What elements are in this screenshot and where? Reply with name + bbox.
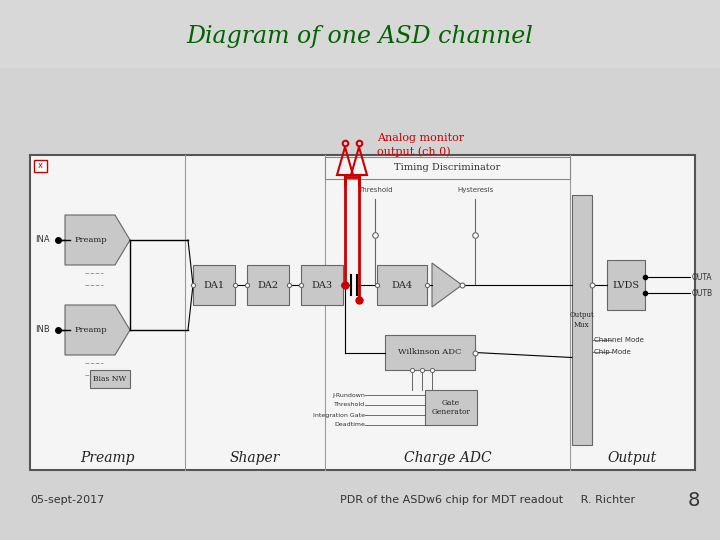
Bar xyxy=(325,157,570,179)
Text: Hysteresis: Hysteresis xyxy=(457,187,493,193)
Text: DA1: DA1 xyxy=(204,280,225,289)
Text: Preamp: Preamp xyxy=(75,326,107,334)
Text: OUTB: OUTB xyxy=(692,288,713,298)
Text: Preamp: Preamp xyxy=(75,236,107,244)
Bar xyxy=(30,155,695,470)
Text: PDR of the ASDw6 chip for MDT readout     R. Richter: PDR of the ASDw6 chip for MDT readout R.… xyxy=(340,495,635,505)
Bar xyxy=(247,265,289,305)
Text: x: x xyxy=(38,161,43,171)
Text: 8: 8 xyxy=(688,490,700,510)
Polygon shape xyxy=(432,263,462,307)
Text: INB: INB xyxy=(35,326,50,334)
Text: Integration Gate: Integration Gate xyxy=(313,413,365,417)
Text: Wilkinson ADC: Wilkinson ADC xyxy=(398,348,462,356)
Bar xyxy=(0,478,720,540)
Text: Threshold: Threshold xyxy=(358,187,392,193)
Text: Channel Mode: Channel Mode xyxy=(594,337,644,343)
Bar xyxy=(90,370,130,388)
Text: Output: Output xyxy=(608,451,657,465)
Text: Charge ADC: Charge ADC xyxy=(404,451,491,465)
Text: DA4: DA4 xyxy=(392,280,413,289)
Text: DA2: DA2 xyxy=(258,280,279,289)
Text: 05-sept-2017: 05-sept-2017 xyxy=(30,495,104,505)
Text: Bias NW: Bias NW xyxy=(94,375,127,383)
Polygon shape xyxy=(65,305,130,355)
Polygon shape xyxy=(65,215,130,265)
Text: Gate
Generator: Gate Generator xyxy=(431,399,470,416)
Text: Timing Discriminator: Timing Discriminator xyxy=(395,164,500,172)
Text: Output
Mux: Output Mux xyxy=(570,312,595,329)
Bar xyxy=(34,160,47,172)
Bar xyxy=(0,0,720,68)
Bar xyxy=(607,260,645,310)
Text: INA: INA xyxy=(35,235,50,245)
Text: J-Rundown: J-Rundown xyxy=(332,393,365,397)
Text: Deadtime: Deadtime xyxy=(334,422,365,428)
Text: LVDS: LVDS xyxy=(613,280,639,289)
Text: Diagram of one ASD channel: Diagram of one ASD channel xyxy=(186,24,534,48)
Text: Threshold: Threshold xyxy=(334,402,365,408)
Bar xyxy=(385,335,475,370)
Text: Analog monitor
output (ch 0): Analog monitor output (ch 0) xyxy=(377,133,464,158)
Bar xyxy=(572,195,592,445)
Text: OUTA: OUTA xyxy=(692,273,713,281)
Text: Preamp: Preamp xyxy=(80,451,135,465)
Text: Shaper: Shaper xyxy=(230,451,280,465)
Bar xyxy=(301,265,343,305)
Bar xyxy=(425,390,477,425)
Bar xyxy=(193,265,235,305)
Bar xyxy=(377,265,427,305)
Text: DA3: DA3 xyxy=(312,280,333,289)
Text: Chip Mode: Chip Mode xyxy=(594,349,631,355)
